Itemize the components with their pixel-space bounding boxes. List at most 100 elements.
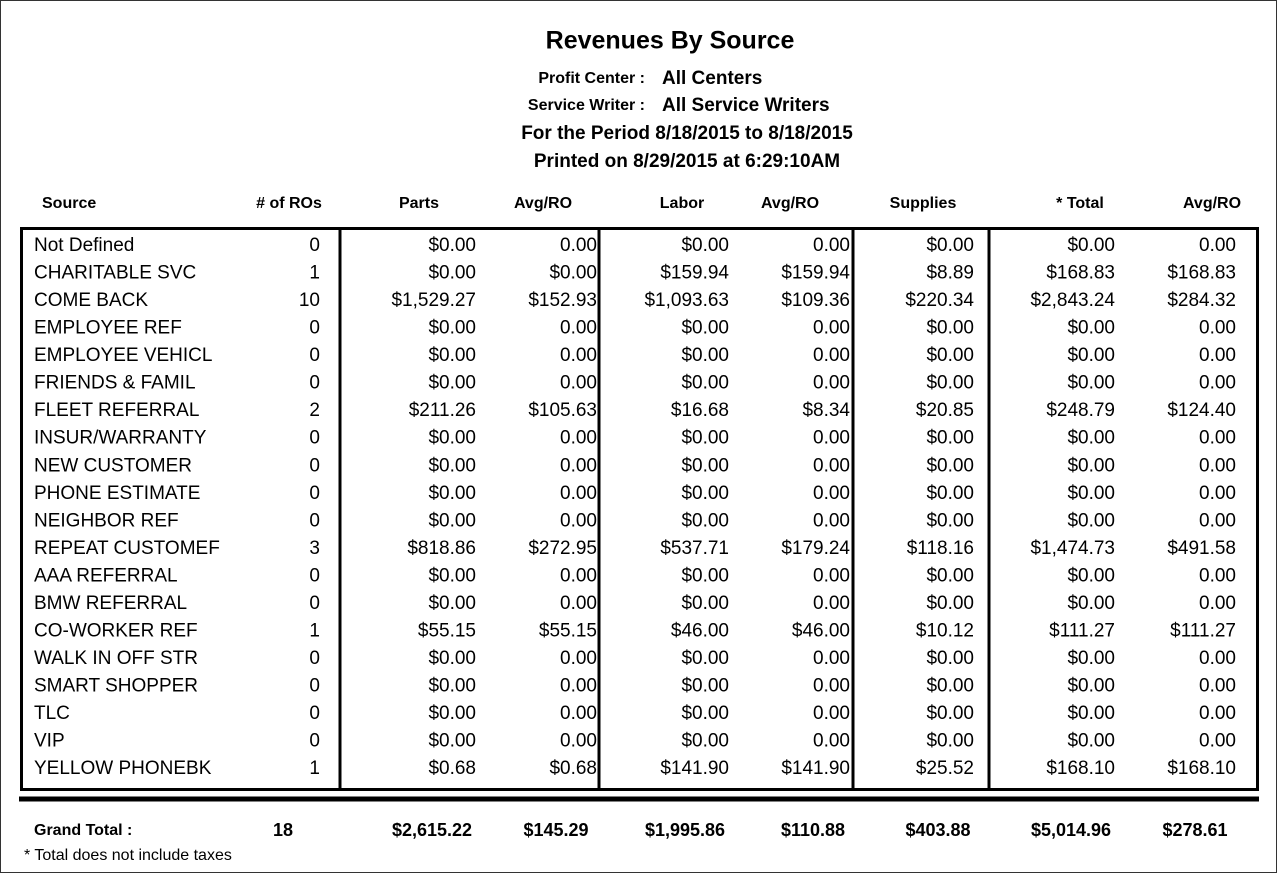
value-cell: $1,529.27 — [391, 290, 476, 311]
source-cell: BMW REFERRAL — [34, 593, 187, 614]
value-cell: $0.00 — [428, 428, 476, 449]
value-cell: 0 — [309, 345, 320, 366]
value-cell: $0.00 — [428, 483, 476, 504]
grand-total-value: $403.88 — [905, 820, 970, 840]
value-cell: 0.00 — [813, 703, 850, 724]
value-cell: $2,843.24 — [1030, 290, 1115, 311]
value-cell: 0.00 — [560, 345, 597, 366]
value-cell: $0.00 — [926, 235, 974, 256]
source-cell: PHONE ESTIMATE — [34, 483, 200, 504]
footnote: * Total does not include taxes — [24, 847, 232, 864]
value-cell: 0.00 — [813, 731, 850, 752]
value-cell: $537.71 — [660, 538, 729, 559]
report-title: Revenues By Source — [546, 27, 795, 55]
value-cell: 0.00 — [560, 593, 597, 614]
value-cell: $168.10 — [1167, 758, 1236, 779]
value-cell: $118.16 — [907, 538, 974, 559]
value-cell: $1,093.63 — [644, 290, 729, 311]
value-cell: 0.00 — [813, 565, 850, 586]
value-cell: 0 — [309, 648, 320, 669]
source-cell: COME BACK — [34, 290, 148, 311]
period: For the Period 8/18/2015 to 8/18/2015 — [521, 123, 853, 144]
value-cell: $0.00 — [681, 648, 729, 669]
value-cell: $0.00 — [428, 593, 476, 614]
source-cell: YELLOW PHONEBK — [34, 758, 212, 779]
value-cell: 0.00 — [813, 373, 850, 394]
profit-center: All Centers — [662, 68, 762, 89]
value-cell: $168.83 — [1046, 263, 1115, 284]
value-cell: $0.00 — [926, 593, 974, 614]
value-cell: 0 — [309, 703, 320, 724]
value-cell: $0.00 — [428, 565, 476, 586]
value-cell: $0.00 — [681, 345, 729, 366]
source-cell: EMPLOYEE REF — [34, 318, 182, 339]
value-cell: $0.00 — [681, 318, 729, 339]
value-cell: $0.00 — [681, 455, 729, 476]
value-cell: $152.93 — [528, 290, 597, 311]
value-cell: $109.36 — [781, 290, 850, 311]
value-cell: 0.00 — [560, 373, 597, 394]
column-header: Parts — [399, 195, 439, 212]
value-cell: 0.00 — [1199, 483, 1236, 504]
value-cell: 0.00 — [560, 483, 597, 504]
value-cell: 0.00 — [813, 235, 850, 256]
column-header: Labor — [660, 195, 704, 212]
value-cell: 0 — [309, 318, 320, 339]
value-cell: $168.83 — [1167, 263, 1236, 284]
value-cell: $0.00 — [428, 648, 476, 669]
value-cell: $20.85 — [916, 400, 974, 421]
value-cell: 0.00 — [560, 565, 597, 586]
grand-total-value: $278.61 — [1162, 820, 1227, 840]
value-cell: 0.00 — [813, 675, 850, 696]
value-cell: 0.00 — [560, 235, 597, 256]
value-cell: 0.00 — [813, 648, 850, 669]
value-cell: $0.68 — [549, 758, 597, 779]
grand-total-label: Grand Total : — [34, 822, 132, 839]
source-cell: VIP — [34, 731, 65, 752]
value-cell: 0.00 — [560, 510, 597, 531]
service-writer-label: Service Writer : — [528, 97, 645, 114]
value-cell: 0 — [309, 731, 320, 752]
value-cell: $0.00 — [428, 345, 476, 366]
value-cell: $111.27 — [1049, 620, 1115, 641]
value-cell: $46.00 — [792, 620, 850, 641]
value-cell: $55.15 — [418, 620, 476, 641]
value-cell: 0.00 — [1199, 593, 1236, 614]
value-cell: 0 — [309, 675, 320, 696]
value-cell: $168.10 — [1046, 758, 1115, 779]
value-cell: 0.00 — [813, 345, 850, 366]
column-header: Avg/RO — [514, 195, 572, 212]
grand-total-value: $5,014.96 — [1031, 820, 1111, 840]
column-header: Supplies — [890, 195, 957, 212]
value-cell: $0.00 — [681, 428, 729, 449]
value-cell: 0.00 — [813, 428, 850, 449]
profit-center-label: Profit Center : — [538, 70, 645, 87]
value-cell: 0.00 — [1199, 455, 1236, 476]
value-cell: $0.00 — [428, 235, 476, 256]
value-cell: 0 — [309, 373, 320, 394]
value-cell: $0.00 — [1067, 675, 1115, 696]
value-cell: $0.00 — [681, 510, 729, 531]
value-cell: $0.00 — [1067, 428, 1115, 449]
value-cell: $0.00 — [926, 675, 974, 696]
value-cell: $111.27 — [1170, 620, 1236, 641]
value-cell: $220.34 — [905, 290, 974, 311]
value-cell: $0.00 — [1067, 593, 1115, 614]
grand-total-value: $1,995.86 — [645, 820, 725, 840]
value-cell: $16.68 — [671, 400, 729, 421]
value-cell: 0 — [309, 510, 320, 531]
value-cell: $0.00 — [1067, 455, 1115, 476]
value-cell: 2 — [309, 400, 320, 421]
value-cell: $0.68 — [428, 758, 476, 779]
value-cell: $0.00 — [428, 318, 476, 339]
value-cell: $248.79 — [1046, 400, 1115, 421]
value-cell: 0 — [309, 483, 320, 504]
value-cell: 0.00 — [560, 648, 597, 669]
value-cell: 0.00 — [813, 510, 850, 531]
value-cell: $1,474.73 — [1030, 538, 1115, 559]
value-cell: 0.00 — [1199, 648, 1236, 669]
value-cell: $0.00 — [681, 235, 729, 256]
value-cell: $272.95 — [528, 538, 597, 559]
